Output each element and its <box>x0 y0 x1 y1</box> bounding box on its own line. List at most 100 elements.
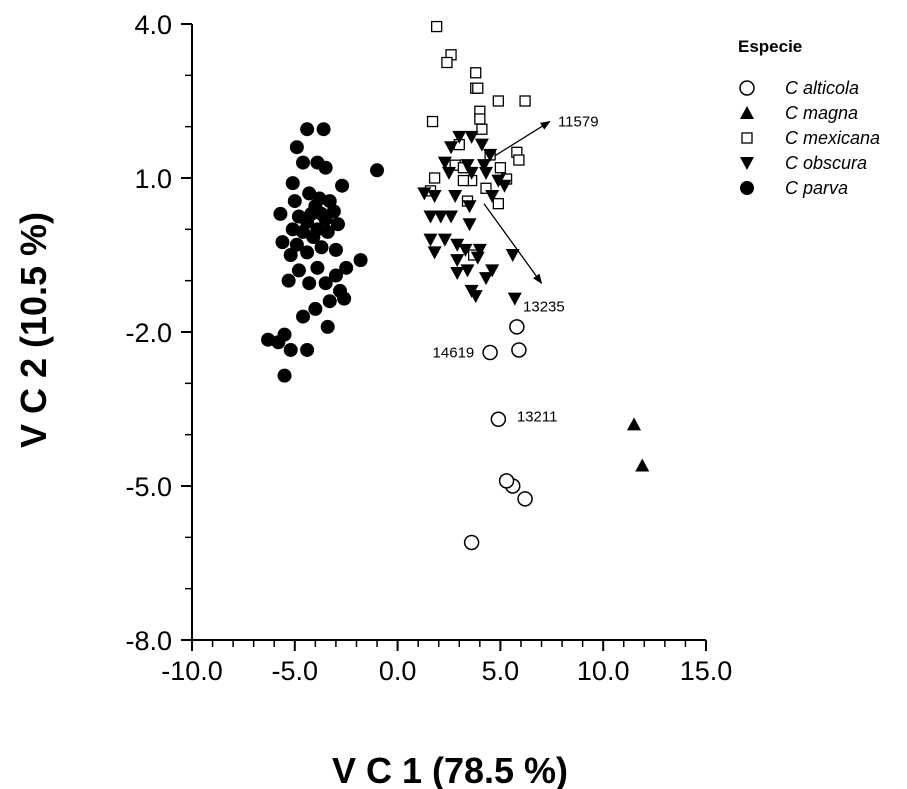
data-point <box>314 240 329 255</box>
data-point <box>494 162 507 174</box>
data-point <box>462 218 477 232</box>
data-point <box>296 309 311 324</box>
data-point <box>485 264 500 278</box>
data-point <box>479 166 494 180</box>
data-point <box>300 342 315 357</box>
y-tick-label: 1.0 <box>134 164 172 194</box>
data-point <box>492 95 504 107</box>
axes: -10.0 -5.0 0.0 5.0 10.0 15.0 4.0 1.0 -2.0 -5.0 -8.… <box>125 10 732 686</box>
data-point <box>289 237 304 252</box>
legend-marker <box>740 157 754 170</box>
data-point <box>472 82 484 94</box>
data-point <box>480 182 492 194</box>
data-point <box>464 130 479 144</box>
data-point <box>507 292 522 306</box>
data-point <box>444 210 459 224</box>
legend-item: C mexicana <box>741 128 880 148</box>
legend-marker <box>739 80 755 96</box>
data-point <box>273 206 288 221</box>
data-point <box>417 187 432 201</box>
legend-item: C alticola <box>739 78 859 98</box>
legend-label: C parva <box>785 178 848 198</box>
data-point <box>423 233 438 247</box>
data-point <box>339 260 354 275</box>
data-point <box>302 276 317 291</box>
data-point <box>442 166 456 180</box>
data-point <box>464 166 479 180</box>
data-point <box>517 491 533 507</box>
data-point <box>283 342 298 357</box>
y-tick-label: -5.0 <box>125 472 172 502</box>
legend-marker <box>740 181 754 195</box>
legend-label: C magna <box>785 103 858 123</box>
data-point <box>353 253 368 268</box>
legend-marker <box>741 132 753 144</box>
data-point <box>513 154 525 166</box>
data-point <box>482 344 498 361</box>
legend-title: Especie <box>738 37 802 56</box>
legend-marker <box>740 106 754 119</box>
x-tick-label: -5.0 <box>272 656 319 686</box>
data-point <box>291 263 306 278</box>
data-point <box>423 210 438 224</box>
data-point <box>509 319 525 335</box>
data-point <box>452 130 467 144</box>
legend-item: C parva <box>740 178 848 198</box>
data-point <box>322 294 337 309</box>
data-point <box>519 95 531 107</box>
data-point <box>337 291 352 306</box>
data-point <box>492 198 504 210</box>
data-point <box>310 260 325 275</box>
data-point <box>476 159 491 173</box>
data-point <box>490 411 507 428</box>
legend-label: C alticola <box>785 78 859 98</box>
data-point <box>426 115 439 128</box>
point-annotations: 11579 13235 14619 13211 <box>433 114 599 426</box>
data-point <box>289 140 304 155</box>
data-point <box>428 172 441 184</box>
data-point <box>483 148 498 162</box>
data-point <box>468 290 483 304</box>
data-point <box>277 368 292 383</box>
data-point <box>335 178 350 193</box>
data-point <box>300 122 315 137</box>
data-point <box>457 174 470 187</box>
data-point <box>433 210 448 224</box>
series-c-obscura <box>417 130 522 306</box>
legend-label: C obscura <box>785 153 867 173</box>
data-point <box>458 243 473 257</box>
y-tick-label: -8.0 <box>125 626 172 656</box>
data-point <box>479 272 494 286</box>
data-point <box>470 67 482 79</box>
data-point <box>308 301 323 316</box>
data-point <box>296 155 311 170</box>
data-point <box>497 179 512 193</box>
data-point <box>474 113 486 125</box>
data-point <box>427 246 442 260</box>
data-point <box>318 276 333 291</box>
data-point <box>318 212 333 227</box>
data-point <box>320 319 335 334</box>
data-point <box>437 156 452 170</box>
data-point <box>370 163 385 178</box>
point-label: 14619 <box>433 345 475 362</box>
data-point <box>460 159 475 173</box>
data-point <box>330 217 345 232</box>
y-tick-label: 4.0 <box>134 10 172 40</box>
data-point <box>450 254 465 268</box>
legend: Especie C alticola C magna C mexicana C obs… <box>738 37 880 198</box>
data-point <box>328 242 343 257</box>
data-point <box>462 200 477 214</box>
data-point <box>511 342 527 358</box>
data-point <box>300 245 315 260</box>
data-point <box>463 534 480 551</box>
data-point <box>460 264 475 278</box>
point-label: 13235 <box>523 298 565 315</box>
x-tick-label: -10.0 <box>161 656 223 686</box>
data-point <box>448 189 463 203</box>
data-point <box>474 138 489 152</box>
x-axis-title: V C 1 (78.5 %) <box>332 750 568 789</box>
data-point <box>320 224 335 239</box>
data-point <box>437 233 452 247</box>
